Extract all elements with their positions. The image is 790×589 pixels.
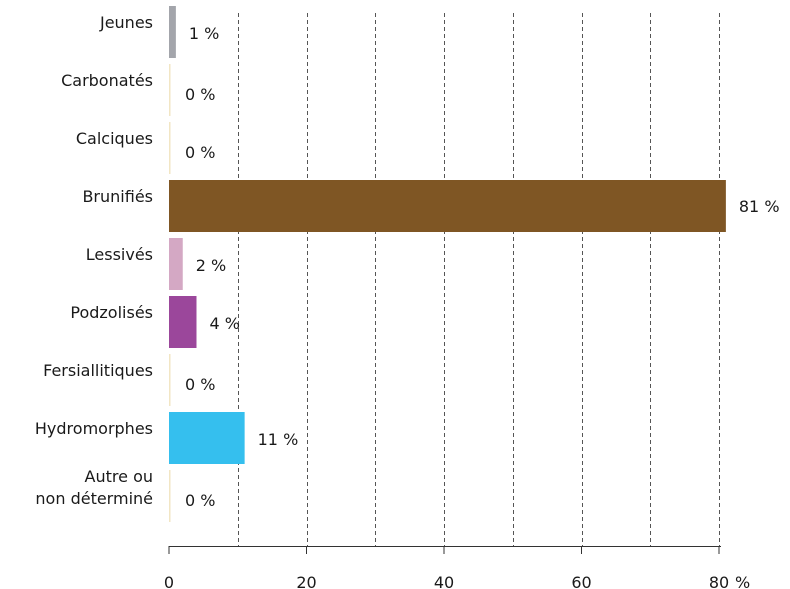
bar-6 [169, 354, 171, 406]
gridlines [238, 13, 720, 546]
value-label-0: 1 % [189, 24, 219, 43]
x-tick-label-2: 40 [434, 573, 454, 589]
bar-5 [169, 296, 197, 348]
value-labels: 1 % 0 % 0 % 81 % 2 % 4 % 0 % 11 % 0 % [185, 24, 780, 510]
value-label-2: 0 % [185, 143, 215, 162]
value-label-5: 4 % [210, 314, 240, 333]
category-label-4: Lessivés [86, 245, 153, 264]
x-tick-label-4: 80 [709, 573, 729, 589]
category-labels: Jeunes Carbonatés Calciques Brunifiés Lessiv… [35, 13, 153, 508]
category-label-7: Hydromorphes [35, 419, 153, 438]
value-label-6: 0 % [185, 375, 215, 394]
value-label-8: 0 % [185, 491, 215, 510]
bar-0 [169, 6, 176, 58]
bar-2 [169, 122, 171, 174]
value-label-3: 81 % [739, 197, 780, 216]
category-label-8: Autre ou non déterminé [35, 467, 153, 508]
bars [169, 6, 726, 522]
value-label-1: 0 % [185, 85, 215, 104]
category-label-0: Jeunes [99, 13, 153, 32]
x-tick-label-1: 20 [296, 573, 316, 589]
category-label-5: Podzolisés [70, 303, 153, 322]
category-label-2: Calciques [76, 129, 153, 148]
x-axis-unit: % [735, 573, 750, 589]
x-tick-label-3: 60 [571, 573, 591, 589]
category-label-1: Carbonatés [61, 71, 153, 90]
category-label-6: Fersiallitiques [43, 361, 153, 380]
bar-4 [169, 238, 183, 290]
bar-8 [169, 470, 171, 522]
category-label-3: Brunifiés [82, 187, 153, 206]
x-axis: % 0 20 40 60 80 [164, 546, 750, 589]
bar-3 [169, 180, 726, 232]
value-label-4: 2 % [196, 256, 226, 275]
bar-1 [169, 64, 171, 116]
x-tick-label-0: 0 [164, 573, 174, 589]
bar-7 [169, 412, 245, 464]
value-label-7: 11 % [258, 430, 299, 449]
